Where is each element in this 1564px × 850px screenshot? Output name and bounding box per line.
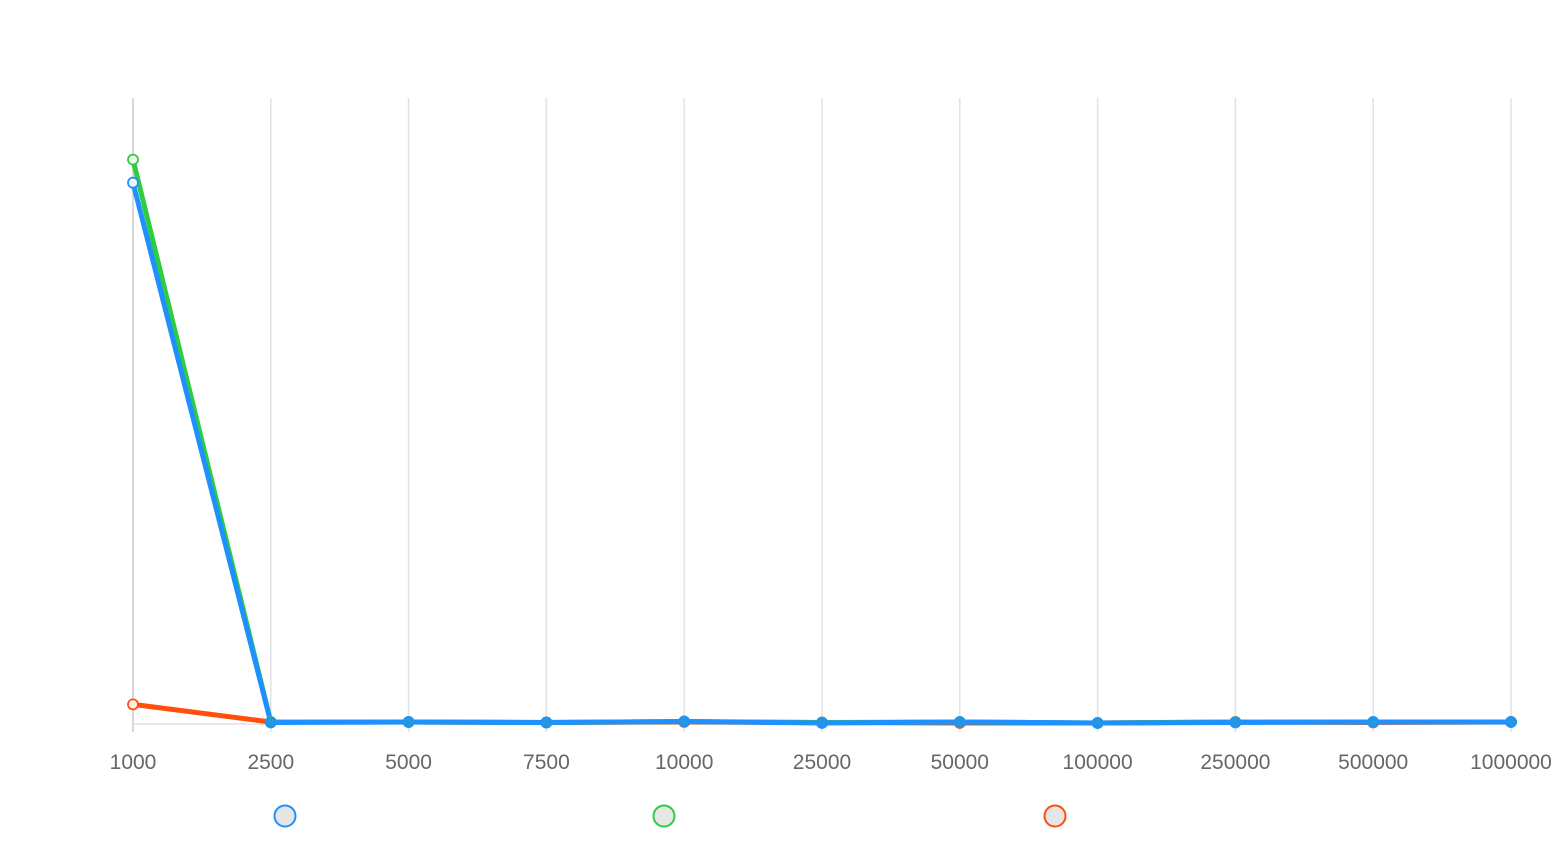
data-point[interactable] [953,716,966,728]
data-point[interactable] [127,153,139,166]
data-point[interactable] [816,717,828,729]
data-point[interactable] [127,176,139,189]
legend-item-0[interactable] [273,804,297,828]
grid-lines [132,98,1512,732]
x-tick-labels: 1000 2500 5000 7500 10000 25000 50000 100000 250… [110,751,1552,774]
data-point[interactable] [1091,717,1104,729]
legend[interactable] [273,804,1067,828]
data-point[interactable] [1229,716,1242,729]
x-tick-label: 10000 [655,751,713,774]
legend-marker[interactable] [652,804,676,828]
data-point[interactable] [678,715,691,728]
x-tick-label: 1000 [110,751,157,774]
legend-item-2[interactable] [1043,804,1067,828]
data-point[interactable] [540,716,553,729]
x-tick-label: 250000 [1200,751,1270,774]
legend-marker[interactable] [273,804,297,828]
series-points [127,153,1517,729]
x-tick-label: 100000 [1063,751,1133,774]
data-point[interactable] [1367,716,1380,728]
x-tick-label: 5000 [385,751,432,774]
data-point[interactable] [1505,716,1517,728]
legend-marker[interactable] [1043,804,1067,828]
data-point[interactable] [127,698,139,711]
x-tick-label: 2500 [247,751,294,774]
data-point[interactable] [264,716,277,729]
x-tick-label: 1000000 [1470,751,1552,774]
data-point[interactable] [402,716,415,728]
x-tick-label: 50000 [931,751,989,774]
x-tick-label: 7500 [523,751,570,774]
x-tick-label: 25000 [793,751,851,774]
legend-item-1[interactable] [652,804,676,828]
x-tick-label: 500000 [1338,751,1408,774]
